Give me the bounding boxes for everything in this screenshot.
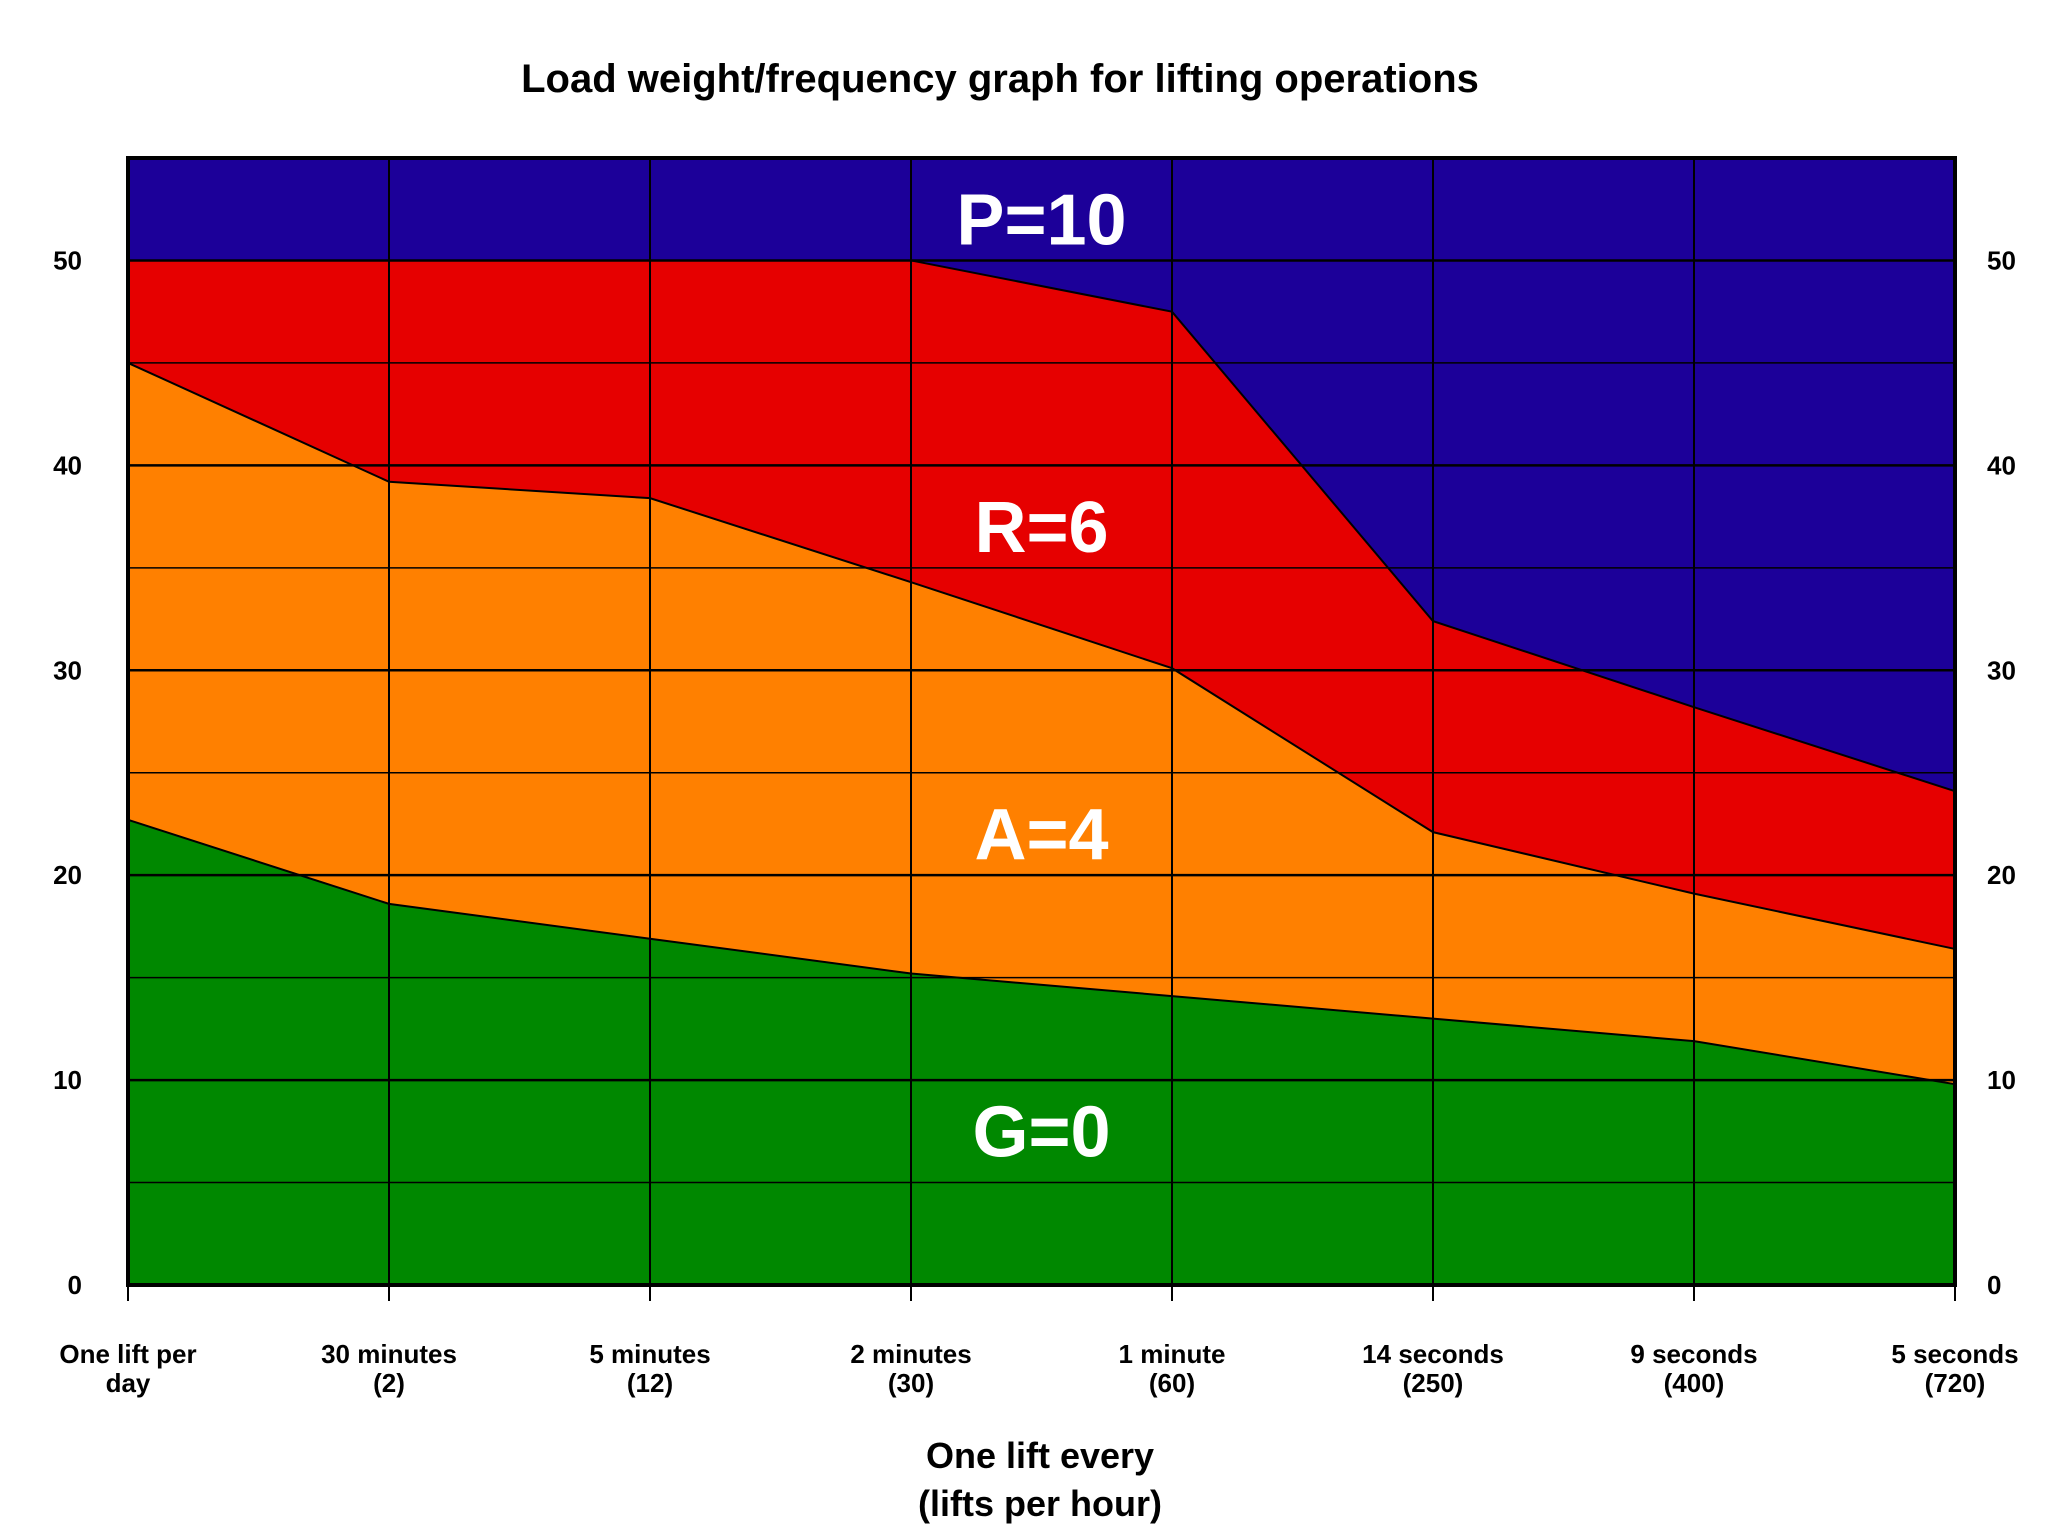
band-labels: G=0 A=4 R=6 P=10	[956, 180, 1126, 1172]
x-tick-label-1-line2: (2)	[373, 1368, 405, 1398]
x-tick-label-1-line1: 30 minutes	[321, 1339, 457, 1369]
band-area-p-10	[128, 158, 1955, 792]
y-tick-right-50: 50	[1987, 245, 2016, 275]
band-label-r-6: R=6	[974, 488, 1108, 568]
boundary-line-g-a	[127, 818, 1956, 1086]
boundary-line-r-p	[128, 259, 1956, 793]
boundary-lines	[127, 259, 1956, 1086]
x-tick-label-2-line1: 5 minutes	[589, 1339, 710, 1369]
x-tick-label-7-line1: 5 seconds	[1891, 1339, 2018, 1369]
x-tick-label-6-line1: 9 seconds	[1630, 1339, 1757, 1369]
x-tick-label-5-line1: 14 seconds	[1362, 1339, 1504, 1369]
band-areas	[128, 158, 1955, 1285]
band-label-p-10: P=10	[956, 180, 1126, 260]
y-tick-right-40: 40	[1987, 450, 2016, 480]
x-tick-label-0-line1: One lift per	[59, 1339, 196, 1369]
x-tick-label-3-line1: 2 minutes	[850, 1339, 971, 1369]
x-axis-label-line2: (lifts per hour)	[918, 1483, 1162, 1524]
y-axis-left: 0 10 20 30 40 50	[53, 245, 82, 1300]
band-area-a-4	[128, 362, 1955, 1085]
x-tick-label-4-line1: 1 minute	[1119, 1339, 1226, 1369]
x-tick-label-7-line2: (720)	[1925, 1368, 1986, 1398]
x-axis-label-line1: One lift every	[926, 1435, 1154, 1476]
y-tick-right-20: 20	[1987, 860, 2016, 890]
y-tick-left-50: 50	[53, 245, 82, 275]
x-tick-label-0-line2: day	[106, 1368, 151, 1398]
x-tick-label-2-line2: (12)	[627, 1368, 673, 1398]
y-tick-left-40: 40	[53, 450, 82, 480]
plot-frame	[126, 156, 1957, 1287]
y-tick-right-0: 0	[1987, 1270, 2001, 1300]
x-tick-label-3-line2: (30)	[888, 1368, 934, 1398]
y-tick-left-0: 0	[68, 1270, 82, 1300]
band-area-g-0	[128, 819, 1955, 1285]
y-tick-left-30: 30	[53, 655, 82, 685]
band-area-r-6	[128, 260, 1955, 949]
x-tick-label-5-line2: (250)	[1403, 1368, 1464, 1398]
chart-title: Load weight/frequency graph for lifting …	[521, 57, 1479, 101]
x-tick-label-4-line2: (60)	[1149, 1368, 1195, 1398]
boundary-line-a-r	[127, 361, 1956, 950]
y-axis-right: 0 10 20 30 40 50	[1987, 245, 2016, 1300]
y-tick-right-30: 30	[1987, 655, 2016, 685]
y-tick-left-20: 20	[53, 860, 82, 890]
band-label-a-4: A=4	[974, 795, 1108, 875]
y-tick-right-10: 10	[1987, 1065, 2016, 1095]
band-label-g-0: G=0	[972, 1092, 1110, 1172]
x-tick-label-6-line2: (400)	[1664, 1368, 1725, 1398]
y-tick-left-10: 10	[53, 1065, 82, 1095]
